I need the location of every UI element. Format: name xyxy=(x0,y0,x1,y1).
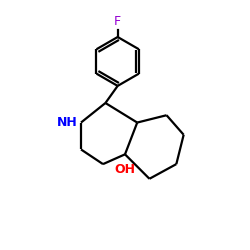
Text: OH: OH xyxy=(114,163,136,176)
Text: NH: NH xyxy=(57,116,78,129)
Text: F: F xyxy=(114,16,121,28)
